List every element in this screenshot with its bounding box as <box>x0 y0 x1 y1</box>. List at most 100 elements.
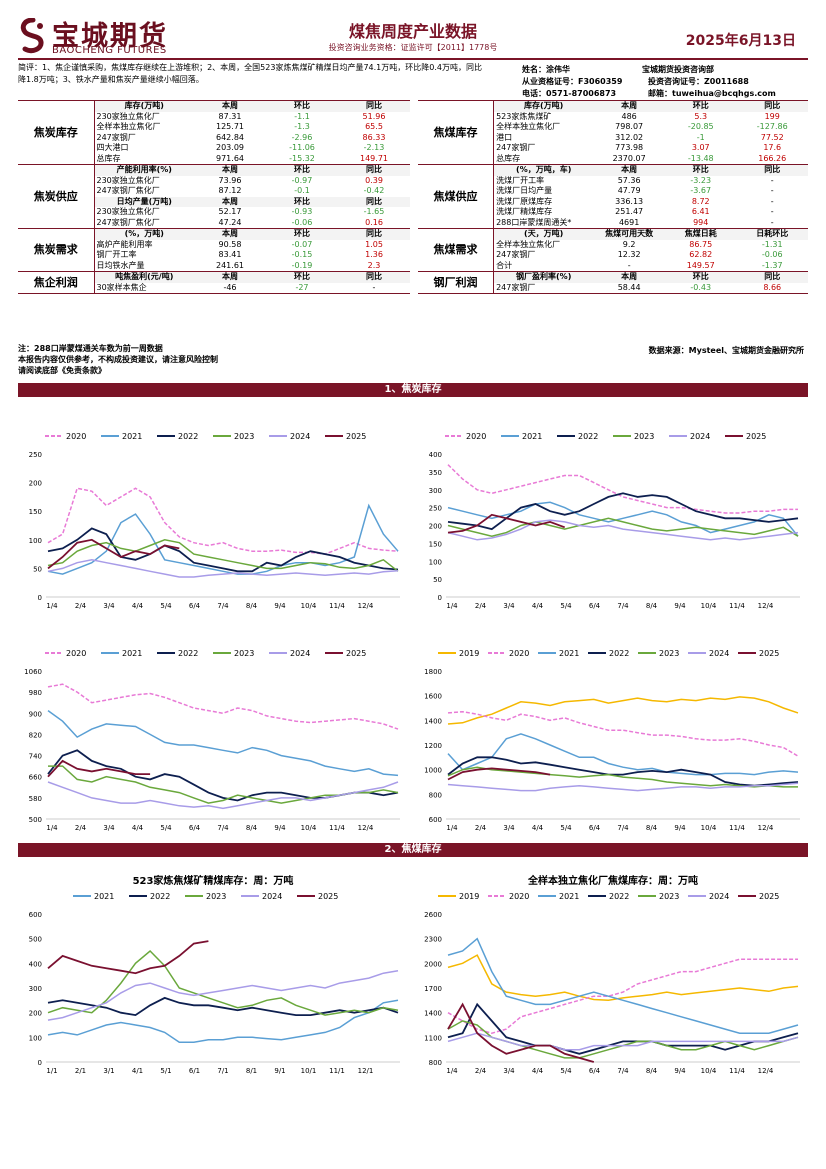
x-tick-label: 5/1 <box>160 1067 171 1075</box>
x-tick-label: 12/4 <box>758 1067 774 1075</box>
table-cell: 高炉产能利用率 <box>96 239 153 249</box>
series-line-2025 <box>47 538 180 570</box>
table-cell: 125.71 <box>216 122 244 132</box>
table-cell: - <box>770 217 774 227</box>
column-header: 同比 <box>338 196 410 207</box>
y-tick-label: 600 <box>429 816 442 824</box>
table-cell: 47.79 <box>617 186 641 196</box>
table-cell: -0.07 <box>291 239 313 249</box>
table-cell: 247家钢厂 <box>496 282 536 292</box>
table-header-row: 钢厂利润 钢厂盈利率(%) 本周 环比 同比 <box>418 271 808 294</box>
analyst-phone: 电话：0571-87006873 <box>522 89 617 98</box>
table-cell: 83.41 <box>218 250 242 260</box>
legend-label: 2020 <box>66 649 86 658</box>
table-cell: 2370.07 <box>612 153 646 163</box>
table-cell: -0.15 <box>291 250 313 260</box>
y-tick-label: 250 <box>29 451 42 459</box>
series-line-2025 <box>47 759 151 778</box>
column-header: 本周 <box>194 228 266 240</box>
table-row: 247家钢厂焦化厂 47.24 -0.06 0.16 <box>18 218 410 229</box>
table-cell: 钢厂开工率 <box>96 250 137 260</box>
x-tick-label: 2/4 <box>475 1067 487 1075</box>
x-tick-label: 6/1 <box>189 1067 200 1075</box>
chart-coke-inventory-3: 2020 2021 2022 2023 2024 2025 500 580 660 740 820 9… <box>24 649 400 832</box>
column-header: 焦煤日耗 <box>665 228 737 240</box>
table-cell: -2.96 <box>291 132 313 142</box>
table-cell: 288口岸蒙煤周通关* <box>496 217 572 227</box>
table-row: 247家钢厂 773.98 3.07 17.6 <box>418 143 808 154</box>
x-tick-label: 3/4 <box>503 602 515 610</box>
y-tick-label: 1200 <box>424 742 442 750</box>
series-line-2022 <box>447 1002 799 1055</box>
table-cell: 57.36 <box>617 175 641 185</box>
column-header: 本周 <box>593 271 665 283</box>
x-tick-label: 12/4 <box>358 824 374 832</box>
credential-line: 投资咨询业务资格：证监许可【2011】1778号 <box>328 43 498 52</box>
table-row: 288口岸蒙煤周通关* 4691 994 - <box>418 218 808 229</box>
table-cell: - <box>627 260 631 270</box>
table-cell: -20.85 <box>687 122 714 132</box>
column-header: 同比 <box>736 164 808 176</box>
table-cell: 241.61 <box>216 260 244 270</box>
y-tick-label: 300 <box>429 487 442 495</box>
legend-label: 2024 <box>709 649 729 658</box>
y-tick-label: 300 <box>29 985 42 993</box>
y-tick-label: 2600 <box>424 911 442 919</box>
y-tick-label: 1800 <box>424 668 442 676</box>
table-row: 总库存 2370.07 -13.48 166.26 <box>418 154 808 165</box>
table-cell: -0.97 <box>291 175 313 185</box>
table-cell: -0.19 <box>291 260 313 270</box>
table-cell: 全样本独立焦化厂 <box>496 122 561 132</box>
y-tick-label: 1700 <box>424 985 442 993</box>
column-header: 同比 <box>338 228 410 240</box>
section-label: 焦煤库存 <box>418 100 495 165</box>
y-tick-label: 150 <box>429 540 442 548</box>
table-row: 钢厂开工率 83.41 -0.15 1.36 <box>18 250 410 261</box>
column-header: 吨焦盈利(元/吨) <box>94 271 194 283</box>
table-row: 247家钢厂 58.44 -0.43 8.66 <box>418 283 808 294</box>
series-line-2024 <box>47 969 399 1021</box>
table-row: 洗煤厂开工率 57.36 -3.23 - <box>418 176 808 187</box>
column-header: 日耗环比 <box>736 228 808 240</box>
x-tick-label: 11/4 <box>729 824 745 832</box>
x-tick-label: 1/4 <box>446 1067 458 1075</box>
x-tick-label: 8/4 <box>646 1067 658 1075</box>
table-cell: -1.1 <box>294 111 310 121</box>
table-cell: 166.26 <box>758 153 787 163</box>
table-cell: 洗煤厂原煤库存 <box>496 196 553 206</box>
table-row: 230家独立焦化厂 73.96 -0.97 0.39 <box>18 176 410 187</box>
table-cell: 62.82 <box>689 250 713 260</box>
column-header: 同比 <box>338 100 410 112</box>
table-header-row: 日均产量(万吨) 本周 环比 同比 <box>18 196 410 207</box>
table-cell: 251.47 <box>615 207 644 217</box>
legend-label: 2024 <box>290 432 310 441</box>
series-line-2021 <box>447 733 799 776</box>
x-tick-label: 5/4 <box>560 602 572 610</box>
table-cell: - <box>770 175 774 185</box>
table-cell: 6.41 <box>691 207 710 217</box>
legend-label: 2022 <box>150 892 170 901</box>
x-tick-label: 6/4 <box>589 824 601 832</box>
x-tick-label: 9/1 <box>274 1067 285 1075</box>
series-line-2020 <box>447 464 798 514</box>
x-tick-label: 2/4 <box>75 824 87 832</box>
y-tick-label: 900 <box>29 710 42 718</box>
y-tick-label: 1400 <box>424 1010 442 1018</box>
series-line-2021 <box>47 999 399 1044</box>
report-date: 2025年6月13日 <box>685 33 796 49</box>
x-tick-label: 3/4 <box>103 824 115 832</box>
legend-label: 2024 <box>690 432 710 441</box>
x-tick-label: 4/4 <box>532 824 544 832</box>
legend-label: 2021 <box>122 432 142 441</box>
note-disclaimer: 本报告内容仅供参考，不构成投资建议，请注意风险控制 <box>18 355 218 364</box>
x-tick-label: 10/4 <box>301 602 317 610</box>
section-coke-inventory: 1、焦炭库存 <box>18 383 808 397</box>
table-row: 30家样本焦企 -46 -27 - <box>18 283 410 294</box>
table-cell: 247家钢厂 <box>496 250 536 260</box>
table-cell: -3.23 <box>690 175 712 185</box>
table-cell: -1.65 <box>363 207 385 217</box>
x-tick-label: 10/4 <box>701 602 717 610</box>
table-cell: 312.02 <box>615 132 644 142</box>
x-tick-label: 2/4 <box>75 602 87 610</box>
series-line-2021 <box>47 503 399 575</box>
